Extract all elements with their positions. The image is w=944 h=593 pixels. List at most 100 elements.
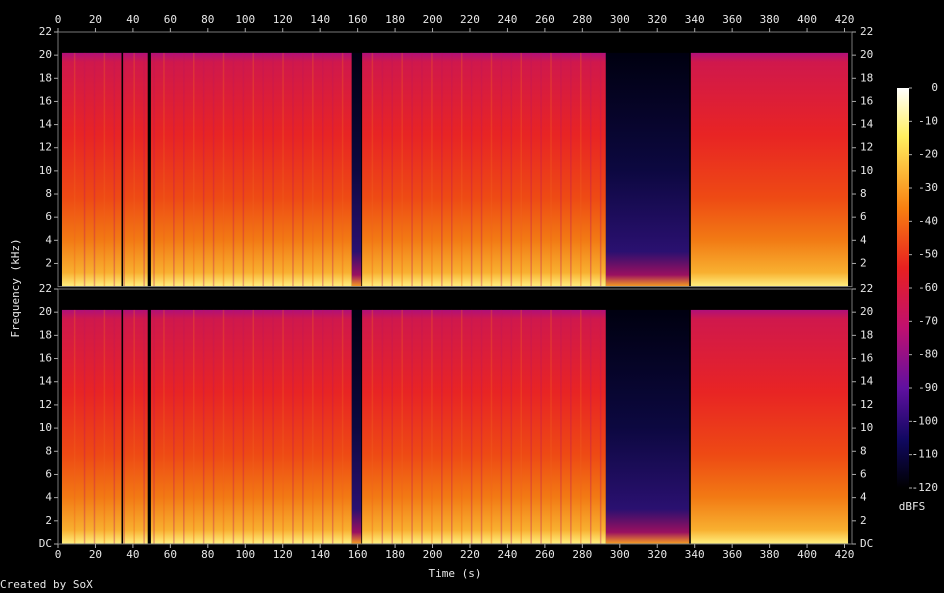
spectrogram-texture xyxy=(589,52,592,287)
x-tick-label: 80 xyxy=(201,548,214,561)
spectrogram-texture xyxy=(500,52,503,287)
spectrogram-texture xyxy=(605,309,690,544)
x-tick-label: 340 xyxy=(685,13,705,26)
y-tick-label: 22 xyxy=(39,282,52,295)
x-tick-label: 380 xyxy=(760,548,780,561)
spectrogram-texture xyxy=(480,52,483,287)
x-tick-label: 400 xyxy=(797,548,817,561)
spectrogram-texture xyxy=(133,309,135,544)
spectrogram-texture xyxy=(282,309,284,544)
y-tick-label: 16 xyxy=(860,94,873,107)
y-tick-label: 22 xyxy=(860,282,873,295)
spectrogram-texture xyxy=(163,52,165,287)
spectrogram-texture xyxy=(510,309,513,544)
x-tick-label: 100 xyxy=(235,13,255,26)
spectrogram-texture xyxy=(153,309,155,544)
x-tick-label: 20 xyxy=(89,13,102,26)
y-tick-label: 4 xyxy=(860,491,867,504)
x-tick-label: 200 xyxy=(423,13,443,26)
spectrogram-texture xyxy=(262,309,264,544)
x-tick-label: 380 xyxy=(760,13,780,26)
y-tick-label: 6 xyxy=(860,210,867,223)
spectrogram-texture xyxy=(451,52,453,287)
spectrogram-texture xyxy=(61,309,122,544)
spectrogram-texture xyxy=(153,52,155,287)
spectrogram-texture xyxy=(312,52,314,287)
spectrogram-texture xyxy=(331,309,334,544)
spectrogram-texture xyxy=(202,52,205,287)
spectrogram-texture xyxy=(371,52,374,287)
y-tick-label: 8 xyxy=(860,187,867,200)
spectrogram-texture xyxy=(123,52,148,287)
y-tick-label: DC xyxy=(860,537,873,550)
plot-frame xyxy=(57,31,853,288)
spectrogram-texture xyxy=(133,52,135,287)
spectrogram-texture xyxy=(192,52,195,287)
footer: Created by SoX xyxy=(0,578,93,591)
y-tick-label: 12 xyxy=(860,398,873,411)
spectrogram-texture xyxy=(451,309,453,544)
spectrogram-texture xyxy=(520,309,523,544)
spectrogram-texture xyxy=(490,52,493,287)
spectrogram-texture xyxy=(73,309,76,544)
spectrogram-texture xyxy=(580,52,582,287)
spectrogram-texture xyxy=(500,309,503,544)
spectrogram-texture xyxy=(93,309,96,544)
spectrogram-texture xyxy=(550,309,552,544)
spectrogram-texture xyxy=(560,52,562,287)
colorbar-label: dBFS xyxy=(899,500,926,513)
spectrogram-texture xyxy=(123,309,126,544)
spectrogram-texture xyxy=(371,309,374,544)
x-tick-label: 260 xyxy=(535,13,555,26)
y-tick-label: 12 xyxy=(39,141,52,154)
x-tick-label: 40 xyxy=(126,548,139,561)
x-tick-label: 300 xyxy=(610,548,630,561)
spectrogram-texture xyxy=(312,309,314,544)
x-tick-label: 340 xyxy=(685,548,705,561)
spectrogram-texture xyxy=(362,52,606,287)
spectrogram-texture xyxy=(460,52,463,287)
x-tick-label: 420 xyxy=(835,548,855,561)
x-tick-label: 300 xyxy=(610,13,630,26)
colorbar-tick-label: -100 xyxy=(912,414,939,427)
spectrogram-texture xyxy=(421,309,423,544)
y-tick-label: 18 xyxy=(860,71,873,84)
spectrogram-texture xyxy=(212,309,215,544)
spectrogram-texture xyxy=(123,52,126,287)
y-tick-label: 4 xyxy=(860,233,867,246)
x-tick-label: 200 xyxy=(423,548,443,561)
spectrogram-texture xyxy=(520,52,523,287)
spectrogram-texture xyxy=(252,309,255,544)
spectrogram-texture xyxy=(103,52,106,287)
x-tick-label: 180 xyxy=(385,548,405,561)
spectrogram-texture xyxy=(599,52,602,287)
spectrogram-texture xyxy=(580,309,582,544)
y-tick-label: 20 xyxy=(39,305,52,318)
x-tick-label: 140 xyxy=(310,548,330,561)
spectrogram-texture xyxy=(192,309,195,544)
spectrogram-texture xyxy=(73,52,76,287)
spectrogram-texture xyxy=(341,309,344,544)
y-tick-label: 10 xyxy=(860,421,873,434)
plot-frame xyxy=(57,288,853,545)
spectrogram-texture xyxy=(302,309,304,544)
spectrogram-texture xyxy=(391,52,393,287)
y-tick-label: 2 xyxy=(45,256,52,269)
spectrogram-texture xyxy=(113,309,116,544)
spectrogram-texture xyxy=(341,52,344,287)
spectrogram-texture xyxy=(103,309,106,544)
y-tick-label: 2 xyxy=(860,514,867,527)
spectrogram-texture xyxy=(570,52,572,287)
y-tick-label: 10 xyxy=(39,421,52,434)
spectrogram-texture xyxy=(123,309,148,544)
colorbar xyxy=(897,88,909,488)
spectrogram-texture xyxy=(232,52,235,287)
spectrogram-texture xyxy=(540,309,542,544)
x-tick-label: 80 xyxy=(201,13,214,26)
spectrogram-texture xyxy=(441,309,443,544)
spectrogram-texture xyxy=(272,52,274,287)
y-tick-label: 8 xyxy=(45,444,52,457)
y-tick-label: 18 xyxy=(39,328,52,341)
spectrogram-texture xyxy=(441,52,443,287)
